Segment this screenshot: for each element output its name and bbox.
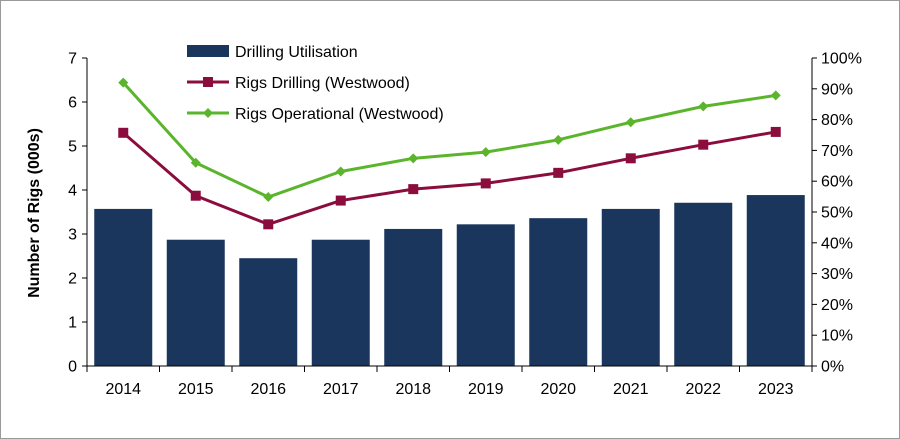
legend-swatch	[187, 45, 229, 57]
y2-tick-label: 30%	[821, 266, 853, 283]
x-tick-label: 2017	[323, 381, 359, 398]
data-point-2019	[480, 147, 491, 158]
x-tick-label: 2021	[613, 381, 649, 398]
bar-2019	[456, 224, 515, 366]
bar-2022	[674, 202, 733, 366]
data-point-2022	[698, 139, 709, 150]
y-tick-label: 4	[68, 183, 77, 200]
data-point-2015	[190, 157, 201, 168]
series-line	[122, 130, 777, 226]
y2-tick-label: 50%	[821, 205, 853, 222]
y-tick-label: 1	[68, 315, 77, 332]
legend-marker	[203, 108, 213, 118]
x-tick-label: 2020	[540, 381, 576, 398]
y-tick-label: 6	[68, 95, 77, 112]
legend-label: Rigs Operational (Westwood)	[235, 106, 444, 123]
data-point-2017	[335, 166, 346, 177]
data-point-2020	[553, 134, 564, 145]
data-point-2018	[408, 153, 419, 164]
axes: 012345670%10%20%30%40%50%60%70%80%90%100…	[68, 51, 862, 399]
data-point-2023	[770, 90, 781, 101]
bar-2018	[384, 228, 443, 366]
legend-item: Rigs Operational (Westwood)	[187, 106, 444, 123]
data-point-2017	[335, 195, 346, 206]
legend: Drilling Utilisation Rigs Drilling (Westw…	[187, 44, 444, 123]
y2-tick-label: 80%	[821, 112, 853, 129]
y2-tick-label: 60%	[821, 174, 853, 191]
y-tick-label: 5	[68, 139, 77, 156]
y2-tick-label: 0%	[821, 359, 844, 376]
y-tick-label: 0	[68, 359, 77, 376]
legend-marker	[203, 77, 213, 87]
bar-series	[94, 195, 805, 366]
data-point-2022	[698, 101, 709, 112]
bar-2016	[239, 258, 298, 366]
data-point-2014	[118, 77, 129, 88]
y-tick-label: 2	[68, 271, 77, 288]
x-tick-label: 2014	[105, 381, 141, 398]
data-point-2021	[625, 153, 636, 164]
data-point-2015	[190, 190, 201, 201]
data-point-2023	[770, 126, 781, 137]
data-point-2016	[263, 192, 274, 203]
y-axis-title: Number of Rigs (000s)	[26, 128, 43, 298]
bar-2014	[94, 208, 153, 366]
bar-2015	[166, 239, 225, 366]
line-series	[118, 77, 781, 230]
legend-label: Rigs Drilling (Westwood)	[235, 75, 410, 92]
x-tick-label: 2019	[468, 381, 504, 398]
data-point-2016	[263, 219, 274, 230]
data-point-2014	[118, 127, 129, 138]
y2-tick-label: 10%	[821, 328, 853, 345]
x-tick-label: 2018	[395, 381, 431, 398]
series-1	[118, 126, 781, 230]
bar-2021	[601, 208, 660, 366]
y2-tick-label: 90%	[821, 81, 853, 98]
data-point-2019	[480, 178, 491, 189]
legend-item: Rigs Drilling (Westwood)	[187, 75, 410, 92]
x-tick-label: 2022	[685, 381, 721, 398]
series-line	[122, 81, 776, 199]
legend-label: Drilling Utilisation	[235, 44, 358, 61]
legend-item: Drilling Utilisation	[187, 44, 358, 61]
y2-tick-label: 70%	[821, 143, 853, 160]
y-tick-label: 7	[68, 51, 77, 68]
bar-2017	[311, 239, 370, 366]
x-tick-label: 2023	[758, 381, 794, 398]
x-tick-label: 2015	[178, 381, 214, 398]
data-point-2021	[625, 117, 636, 128]
y2-tick-label: 40%	[821, 235, 853, 252]
y2-tick-label: 20%	[821, 297, 853, 314]
bar-2020	[529, 218, 588, 366]
x-tick-label: 2016	[250, 381, 286, 398]
data-point-2020	[553, 167, 564, 178]
data-point-2018	[408, 184, 419, 195]
y2-tick-label: 100%	[821, 51, 862, 68]
y-tick-label: 3	[68, 227, 77, 244]
bar-2023	[746, 195, 805, 366]
series-2	[118, 77, 781, 203]
